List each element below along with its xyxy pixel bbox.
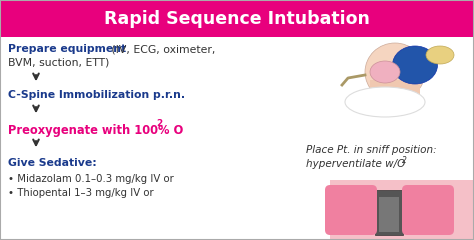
Text: Preoxygenate with 100% O: Preoxygenate with 100% O [8,124,183,137]
Bar [330,180,474,240]
FancyBboxPatch shape [325,185,377,235]
Text: hyperventilate w/O: hyperventilate w/O [306,159,406,169]
Text: Rapid Sequence Intubation: Rapid Sequence Intubation [104,10,370,28]
Text: Place Pt. in sniff position:: Place Pt. in sniff position: [306,145,436,155]
Text: (IV, ECG, oximeter,: (IV, ECG, oximeter, [108,44,215,54]
Ellipse shape [365,43,425,101]
Text: BVM, suction, ETT): BVM, suction, ETT) [8,57,109,67]
Text: C-Spine Immobilization p.r.n.: C-Spine Immobilization p.r.n. [8,90,185,100]
Ellipse shape [426,46,454,64]
Bar [370,80,420,110]
Ellipse shape [392,46,438,84]
Text: Give Sedative:: Give Sedative: [8,158,97,168]
Text: 2: 2 [402,156,407,165]
Bar [375,190,403,235]
Text: • Midazolam 0.1–0.3 mg/kg IV or: • Midazolam 0.1–0.3 mg/kg IV or [8,174,174,184]
FancyBboxPatch shape [402,185,454,235]
Bar [379,197,399,232]
Bar [0,0,474,37]
Ellipse shape [345,87,425,117]
Text: 2: 2 [156,119,162,128]
Ellipse shape [370,61,400,83]
Text: • Thiopental 1–3 mg/kg IV or: • Thiopental 1–3 mg/kg IV or [8,188,154,198]
Text: Prepare equipment: Prepare equipment [8,44,126,54]
